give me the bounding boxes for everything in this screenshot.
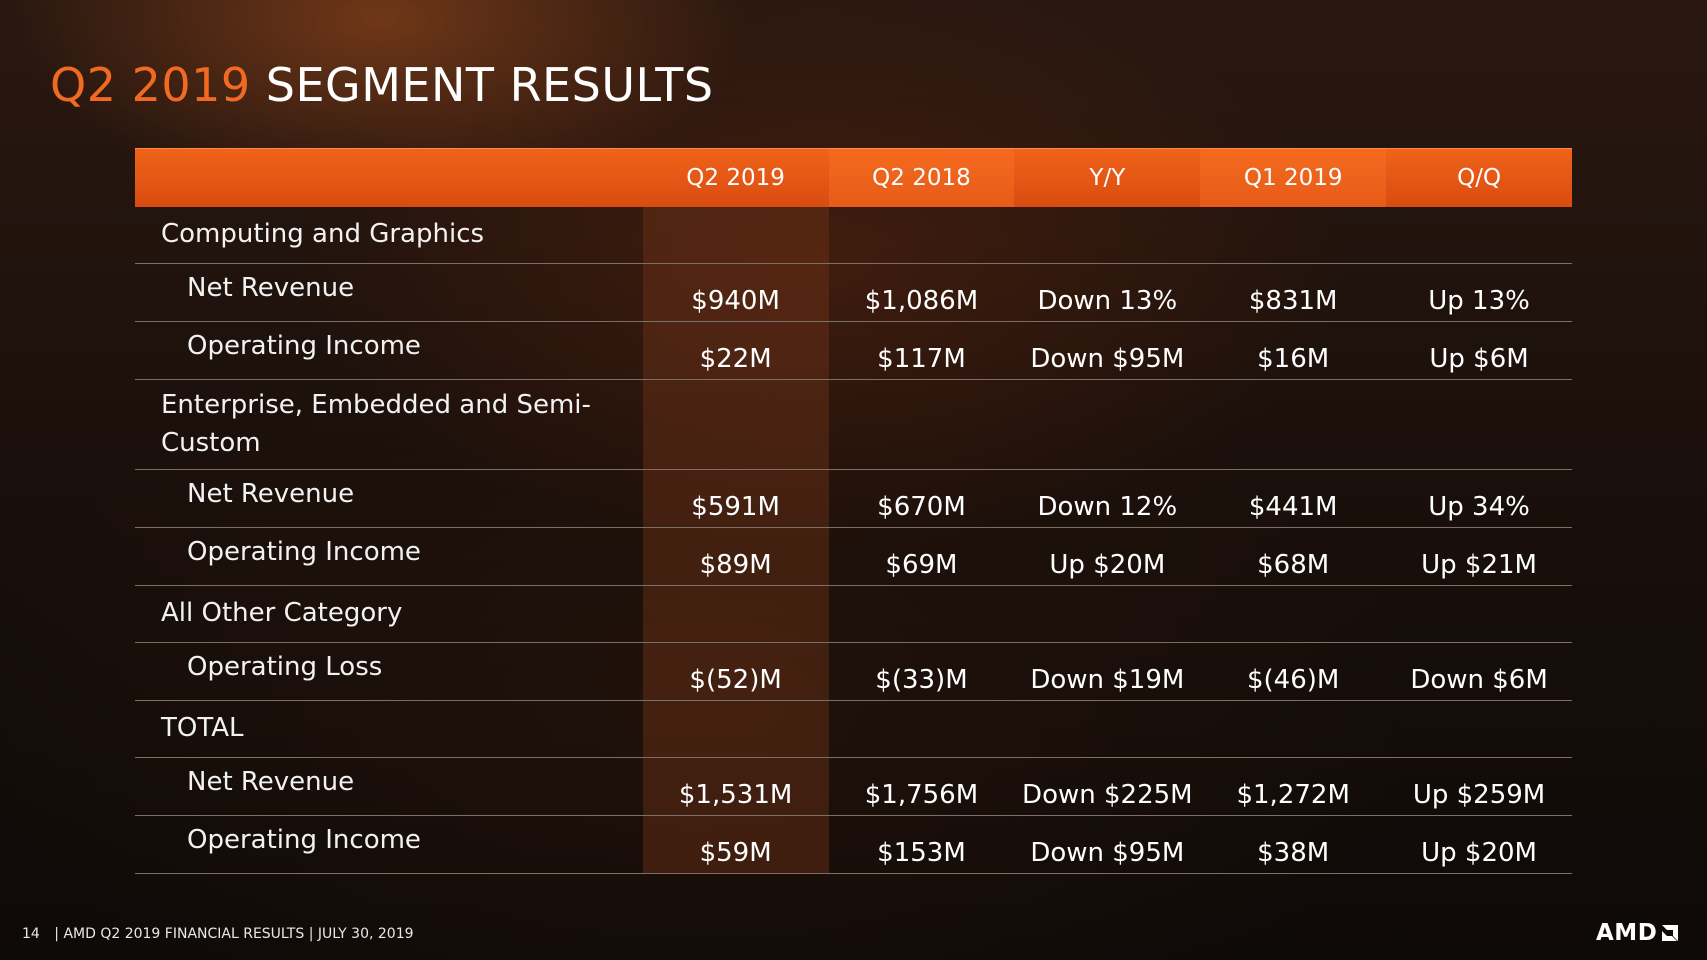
table-cell: $(46)M: [1247, 665, 1340, 695]
table-header-cell: Q/Q: [1457, 165, 1502, 191]
metric-label: Net Revenue: [187, 479, 355, 509]
table-cell: $940M: [691, 286, 780, 316]
table-cell: Down $6M: [1410, 665, 1548, 695]
table-cell: [1014, 207, 1200, 263]
amd-arrow-icon: [1662, 925, 1679, 941]
table-cell: $(33)M: [875, 665, 968, 695]
table-cell: $441M: [1248, 492, 1338, 522]
table-row: Net Revenue $1,531M $1,756M Down $225M $1,27…: [135, 758, 1572, 816]
table-cell: $153M: [877, 838, 966, 868]
segment-label: Enterprise, Embedded and Semi-Custom: [161, 390, 591, 458]
table-cell: Up 34%: [1428, 492, 1530, 522]
table-body: Computing and Graphics Net Revenue $940M $1…: [135, 207, 1572, 874]
table-cell: $1,086M: [864, 286, 979, 316]
table-cell: $16M: [1257, 344, 1330, 374]
footer: 14 | AMD Q2 2019 FINANCIAL RESULTS | JUL…: [22, 926, 414, 942]
amd-logo-text: AMD: [1596, 920, 1658, 946]
table-cell: Up $20M: [1049, 550, 1166, 580]
table-cell: [829, 701, 1015, 757]
table-cell: [1200, 586, 1386, 642]
table-cell: $591M: [691, 492, 780, 522]
metric-label: Operating Loss: [187, 652, 383, 682]
table-row: Operating Loss $(52)M $(33)M Down $19M $(46)…: [135, 643, 1572, 701]
table-cell: [1386, 380, 1572, 469]
table-cell: Up $21M: [1421, 550, 1537, 580]
table-row: Operating Income $22M $117M Down $95M $16M Up…: [135, 322, 1572, 380]
table-cell: [643, 586, 829, 642]
table-cell: [1386, 701, 1572, 757]
table-cell: $59M: [699, 838, 772, 868]
table-header-cell: Y/Y: [1089, 165, 1126, 191]
metric-label: Operating Income: [187, 537, 421, 567]
table-row: Operating Income $89M $69M Up $20M $68M Up $2…: [135, 528, 1572, 586]
table-row: Net Revenue $591M $670M Down 12% $441M Up 34%: [135, 470, 1572, 528]
table-cell: $(52)M: [689, 665, 782, 695]
segment-label: TOTAL: [161, 713, 244, 743]
table-cell: [643, 207, 829, 263]
table-cell: $117M: [877, 344, 966, 374]
table-cell: [1200, 701, 1386, 757]
metric-label: Net Revenue: [187, 767, 355, 797]
table-cell: $89M: [699, 550, 772, 580]
segment-label: Computing and Graphics: [161, 219, 485, 249]
table-cell: $68M: [1257, 550, 1330, 580]
table-cell: Up $6M: [1429, 344, 1529, 374]
table-row: Net Revenue $940M $1,086M Down 13% $831M Up 1…: [135, 264, 1572, 322]
table-cell: [1200, 207, 1386, 263]
table-cell: Down $19M: [1030, 665, 1185, 695]
table-cell: [829, 207, 1015, 263]
table-cell: $1,531M: [678, 780, 793, 810]
table-cell: Down 12%: [1037, 492, 1178, 522]
page-number: 14: [22, 926, 40, 942]
segment-results-table: Q2 2019 Q2 2018 Y/Y Q1 2019 Q/Q Computin…: [135, 148, 1572, 874]
table-cell: [829, 380, 1015, 469]
table-cell: Down $225M: [1022, 780, 1193, 810]
table-cell: $831M: [1248, 286, 1338, 316]
table-header-cell: Q1 2019: [1200, 149, 1387, 207]
table-cell: [643, 701, 829, 757]
table-header-empty: [135, 149, 643, 207]
table-cell: Down $95M: [1030, 344, 1185, 374]
metric-label: Net Revenue: [187, 273, 355, 303]
title-rest: SEGMENT RESULTS: [265, 58, 714, 112]
table-cell: Down 13%: [1037, 286, 1178, 316]
table-cell: [1014, 701, 1200, 757]
table-row: TOTAL: [135, 701, 1572, 758]
table-cell: $22M: [699, 344, 772, 374]
table-cell: $38M: [1257, 838, 1330, 868]
amd-logo: AMD: [1596, 920, 1680, 946]
table-header-cell: Q2 2019: [686, 165, 785, 191]
table-cell: [1386, 586, 1572, 642]
table-cell: Down $95M: [1030, 838, 1185, 868]
table-row: All Other Category: [135, 586, 1572, 643]
table-cell: Up 13%: [1428, 286, 1530, 316]
table-cell: [1014, 380, 1200, 469]
table-cell: $670M: [877, 492, 966, 522]
table-header-cell: Q2 2018: [828, 149, 1015, 207]
metric-label: Operating Income: [187, 331, 421, 361]
title-accent: Q2 2019: [50, 58, 251, 112]
table-cell: $69M: [885, 550, 958, 580]
table-header-row: Q2 2019 Q2 2018 Y/Y Q1 2019 Q/Q: [135, 148, 1572, 207]
metric-label: Operating Income: [187, 825, 421, 855]
table-row: Operating Income $59M $153M Down $95M $38M Up…: [135, 816, 1572, 874]
table-cell: [829, 586, 1015, 642]
table-cell: $1,272M: [1236, 780, 1350, 810]
footer-text: | AMD Q2 2019 FINANCIAL RESULTS | JULY 3…: [54, 926, 414, 942]
table-cell: Up $20M: [1421, 838, 1537, 868]
page-title: Q2 2019 SEGMENT RESULTS: [50, 58, 714, 112]
table-cell: $1,756M: [864, 780, 979, 810]
table-row: Computing and Graphics: [135, 207, 1572, 264]
table-cell: [1386, 207, 1572, 263]
table-cell: [643, 380, 829, 469]
table-cell: [1200, 380, 1386, 469]
segment-label: All Other Category: [161, 598, 403, 628]
table-cell: [1014, 586, 1200, 642]
table-cell: Up $259M: [1412, 780, 1546, 810]
table-row: Enterprise, Embedded and Semi-Custom: [135, 380, 1572, 470]
